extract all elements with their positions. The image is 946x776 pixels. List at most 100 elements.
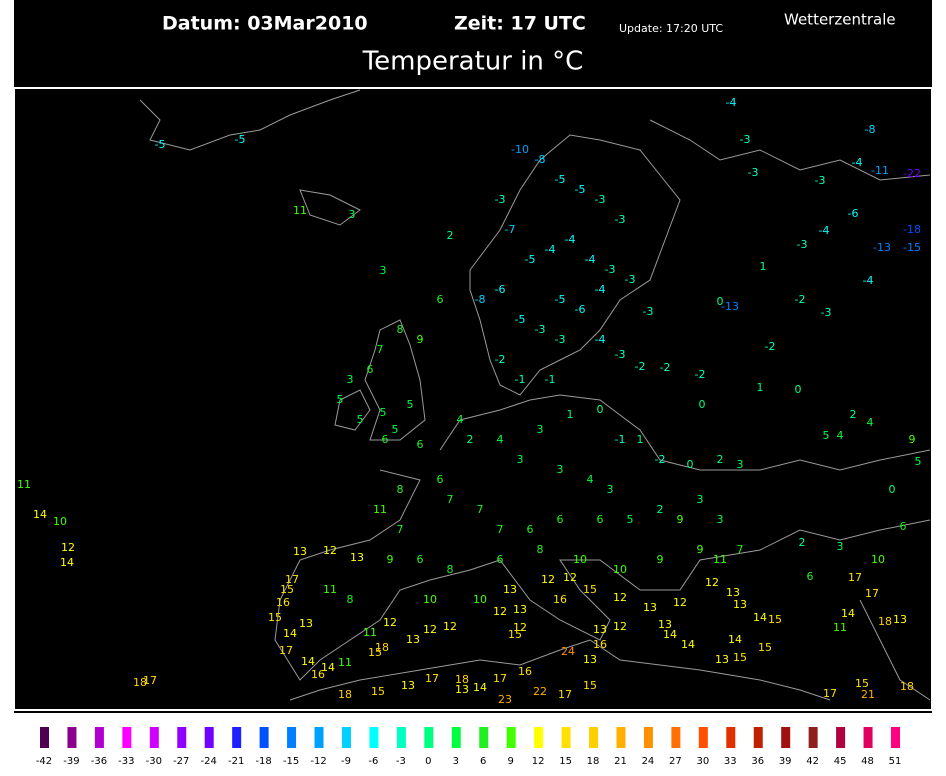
- legend-label: 33: [724, 756, 737, 767]
- station-temp: 3: [737, 458, 744, 471]
- station-temp: 5: [392, 423, 399, 436]
- station-temp: -5: [515, 313, 526, 326]
- station-temp: 13: [643, 601, 657, 614]
- legend-swatch: [122, 727, 132, 748]
- station-temp: 15: [733, 651, 747, 664]
- station-temp: 14: [473, 681, 487, 694]
- legend-swatch: [40, 727, 49, 748]
- station-temp: -4: [565, 233, 576, 246]
- station-temp: 17: [285, 573, 299, 586]
- station-temp: 17: [848, 571, 862, 584]
- station-temp: -3: [605, 263, 616, 276]
- station-temp: 13: [455, 683, 469, 696]
- station-temp: 14: [283, 627, 297, 640]
- legend-swatch: [726, 727, 736, 748]
- station-temp: 18: [338, 688, 352, 701]
- station-temp: 3: [837, 540, 844, 553]
- legend-swatch: [232, 727, 242, 748]
- station-temp: 14: [728, 633, 742, 646]
- station-temp: 0: [717, 295, 724, 308]
- station-temp: -7: [505, 223, 516, 236]
- station-temp: 6: [437, 473, 444, 486]
- station-temp: 6: [417, 438, 424, 451]
- station-temp: 11: [833, 621, 847, 634]
- station-temp: 7: [497, 523, 504, 536]
- station-temp: 13: [726, 586, 740, 599]
- station-temp: -2: [795, 293, 806, 306]
- station-temp: 18: [375, 641, 389, 654]
- station-temp: 14: [753, 611, 767, 624]
- legend-swatch: [67, 727, 77, 748]
- station-temp: 12: [323, 544, 337, 557]
- legend-swatch: [836, 727, 846, 748]
- station-temp: 17: [143, 674, 157, 687]
- station-temp: -1: [615, 433, 626, 446]
- station-temp: 9: [909, 433, 916, 446]
- station-temp: 13: [299, 617, 313, 630]
- station-temp: 11: [17, 478, 31, 491]
- station-temp: 18: [455, 673, 469, 686]
- station-temp: 17: [279, 644, 293, 657]
- station-temp: 17: [558, 688, 572, 701]
- station-temp: 11: [338, 656, 352, 669]
- legend-label: 24: [642, 756, 655, 767]
- station-temp: 15: [280, 583, 294, 596]
- station-temp: 11: [323, 583, 337, 596]
- legend-swatch: [479, 727, 489, 748]
- legend-swatch: [561, 727, 571, 748]
- station-temp: 18: [878, 615, 892, 628]
- station-temp: 6: [497, 553, 504, 566]
- legend-label: -30: [146, 756, 162, 767]
- legend-swatch: [534, 727, 544, 748]
- station-temp: 0: [699, 398, 706, 411]
- station-temp: -1: [545, 373, 556, 386]
- legend-label: 42: [806, 756, 819, 767]
- legend-swatch: [616, 727, 626, 748]
- station-temp: 10: [53, 515, 67, 528]
- station-temp: 4: [497, 433, 504, 446]
- station-temp: 15: [583, 583, 597, 596]
- legend-label: 45: [834, 756, 847, 767]
- station-temp: 14: [321, 661, 335, 674]
- legend-label: 30: [696, 756, 709, 767]
- station-temp: 8: [397, 323, 404, 336]
- station-temp: 14: [301, 655, 315, 668]
- station-temp: 5: [380, 406, 387, 419]
- station-temp: 4: [837, 429, 844, 442]
- station-temp: -4: [595, 283, 606, 296]
- station-temp: 3: [517, 453, 524, 466]
- station-temp: 17: [425, 672, 439, 685]
- station-temp: 12: [493, 605, 507, 618]
- station-temp: 14: [841, 607, 855, 620]
- station-temp: -10: [511, 143, 529, 156]
- station-temp: 1: [757, 381, 764, 394]
- legend-label: 51: [889, 756, 902, 767]
- coastlines: [139, 89, 931, 701]
- station-temp: 12: [541, 573, 555, 586]
- station-temp: 7: [477, 503, 484, 516]
- station-temp: 3: [349, 208, 356, 221]
- station-temp: 23: [498, 693, 512, 706]
- station-temp: 16: [311, 668, 325, 681]
- legend-swatch: [451, 727, 461, 748]
- legend-label: -21: [228, 756, 244, 767]
- station-temp: 2: [799, 536, 806, 549]
- station-temp: -2: [695, 368, 706, 381]
- station-temp: 7: [447, 493, 454, 506]
- station-temp: 13: [401, 679, 415, 692]
- station-temp: 0: [889, 483, 896, 496]
- station-temp: -18: [903, 223, 921, 236]
- legend-label: 12: [532, 756, 545, 767]
- legend-swatch: [177, 727, 187, 748]
- station-temp: 16: [518, 665, 532, 678]
- legend-swatch: [863, 727, 873, 748]
- station-temp: -15: [903, 241, 921, 254]
- date: Datum: 03Mar2010: [162, 13, 368, 35]
- station-temp: -4: [726, 96, 737, 109]
- legend-label: -36: [91, 756, 107, 767]
- station-temp: -8: [475, 293, 486, 306]
- station-temp: 17: [823, 687, 837, 700]
- station-temp: -13: [873, 241, 891, 254]
- station-temp: 14: [681, 638, 695, 651]
